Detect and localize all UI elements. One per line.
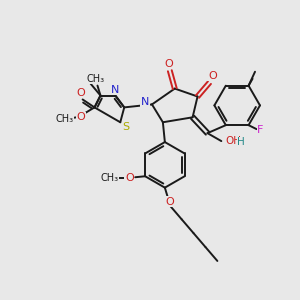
Text: CH₃: CH₃ [86, 74, 105, 84]
Text: H: H [237, 137, 245, 147]
Text: O: O [164, 59, 173, 69]
Text: N: N [141, 98, 149, 107]
Text: O: O [208, 71, 217, 81]
Text: N: N [111, 85, 119, 94]
Text: O: O [125, 173, 134, 183]
Text: CH₃: CH₃ [100, 173, 118, 183]
Text: O: O [76, 88, 85, 98]
Text: F: F [257, 125, 264, 135]
Text: O: O [165, 196, 174, 206]
Text: S: S [123, 122, 130, 132]
Text: O: O [76, 112, 85, 122]
Text: OH: OH [225, 136, 241, 146]
Text: CH₃: CH₃ [56, 114, 74, 124]
